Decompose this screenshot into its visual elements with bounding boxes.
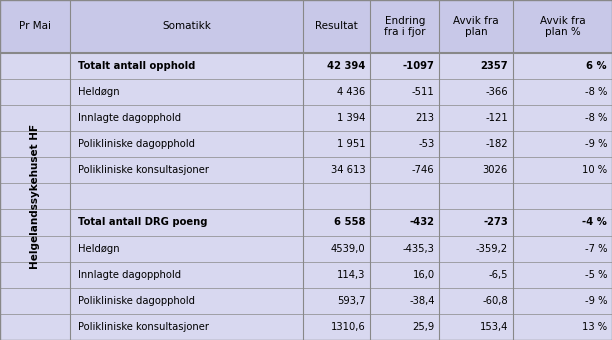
Text: 10 %: 10 % xyxy=(582,165,607,175)
Text: Avvik fra
plan: Avvik fra plan xyxy=(453,16,499,37)
Text: Somatikk: Somatikk xyxy=(162,21,211,31)
Text: 153,4: 153,4 xyxy=(480,322,508,332)
Text: -9 %: -9 % xyxy=(584,139,607,149)
Text: -4 %: -4 % xyxy=(582,218,607,227)
Text: Polikliniske dagopphold: Polikliniske dagopphold xyxy=(78,139,195,149)
Text: -6,5: -6,5 xyxy=(488,270,508,280)
Text: 213: 213 xyxy=(416,113,435,123)
Text: -60,8: -60,8 xyxy=(482,296,508,306)
Text: 25,9: 25,9 xyxy=(412,322,435,332)
Text: -8 %: -8 % xyxy=(584,113,607,123)
Text: 4539,0: 4539,0 xyxy=(330,243,365,254)
Text: 13 %: 13 % xyxy=(582,322,607,332)
Text: Polikliniske konsultasjoner: Polikliniske konsultasjoner xyxy=(78,322,209,332)
FancyBboxPatch shape xyxy=(0,53,612,340)
Text: Endring
fra i fjor: Endring fra i fjor xyxy=(384,16,425,37)
Text: Resultat: Resultat xyxy=(315,21,358,31)
Text: Pr Mai: Pr Mai xyxy=(19,21,51,31)
Text: -511: -511 xyxy=(412,87,435,97)
Text: -7 %: -7 % xyxy=(584,243,607,254)
Text: Heldøgn: Heldøgn xyxy=(78,243,119,254)
Text: -38,4: -38,4 xyxy=(409,296,435,306)
Text: -121: -121 xyxy=(485,113,508,123)
Text: 42 394: 42 394 xyxy=(327,61,365,71)
Text: -273: -273 xyxy=(483,218,508,227)
Text: -53: -53 xyxy=(418,139,435,149)
Text: 4 436: 4 436 xyxy=(337,87,365,97)
Text: 1310,6: 1310,6 xyxy=(330,322,365,332)
Text: Total antall DRG poeng: Total antall DRG poeng xyxy=(78,218,207,227)
Text: 16,0: 16,0 xyxy=(412,270,435,280)
Text: 593,7: 593,7 xyxy=(337,296,365,306)
Text: Polikliniske dagopphold: Polikliniske dagopphold xyxy=(78,296,195,306)
Text: 2357: 2357 xyxy=(480,61,508,71)
Text: -359,2: -359,2 xyxy=(476,243,508,254)
Text: 6 558: 6 558 xyxy=(334,218,365,227)
Text: -182: -182 xyxy=(485,139,508,149)
Text: Helgelandssykehuset HF: Helgelandssykehuset HF xyxy=(30,124,40,269)
Text: Innlagte dagopphold: Innlagte dagopphold xyxy=(78,270,181,280)
FancyBboxPatch shape xyxy=(0,0,612,53)
Text: -9 %: -9 % xyxy=(584,296,607,306)
Text: Polikliniske konsultasjoner: Polikliniske konsultasjoner xyxy=(78,165,209,175)
Text: -746: -746 xyxy=(412,165,435,175)
Text: 3026: 3026 xyxy=(483,165,508,175)
Text: -432: -432 xyxy=(409,218,435,227)
Text: -5 %: -5 % xyxy=(584,270,607,280)
Text: 34 613: 34 613 xyxy=(330,165,365,175)
Text: 1 394: 1 394 xyxy=(337,113,365,123)
Text: 114,3: 114,3 xyxy=(337,270,365,280)
Text: Totalt antall opphold: Totalt antall opphold xyxy=(78,61,195,71)
Text: -435,3: -435,3 xyxy=(403,243,435,254)
Text: Heldøgn: Heldøgn xyxy=(78,87,119,97)
Text: Avvik fra
plan %: Avvik fra plan % xyxy=(540,16,585,37)
Text: Innlagte dagopphold: Innlagte dagopphold xyxy=(78,113,181,123)
Text: -1097: -1097 xyxy=(403,61,435,71)
Text: 6 %: 6 % xyxy=(586,61,607,71)
Text: -8 %: -8 % xyxy=(584,87,607,97)
Text: 1 951: 1 951 xyxy=(337,139,365,149)
Text: -366: -366 xyxy=(485,87,508,97)
